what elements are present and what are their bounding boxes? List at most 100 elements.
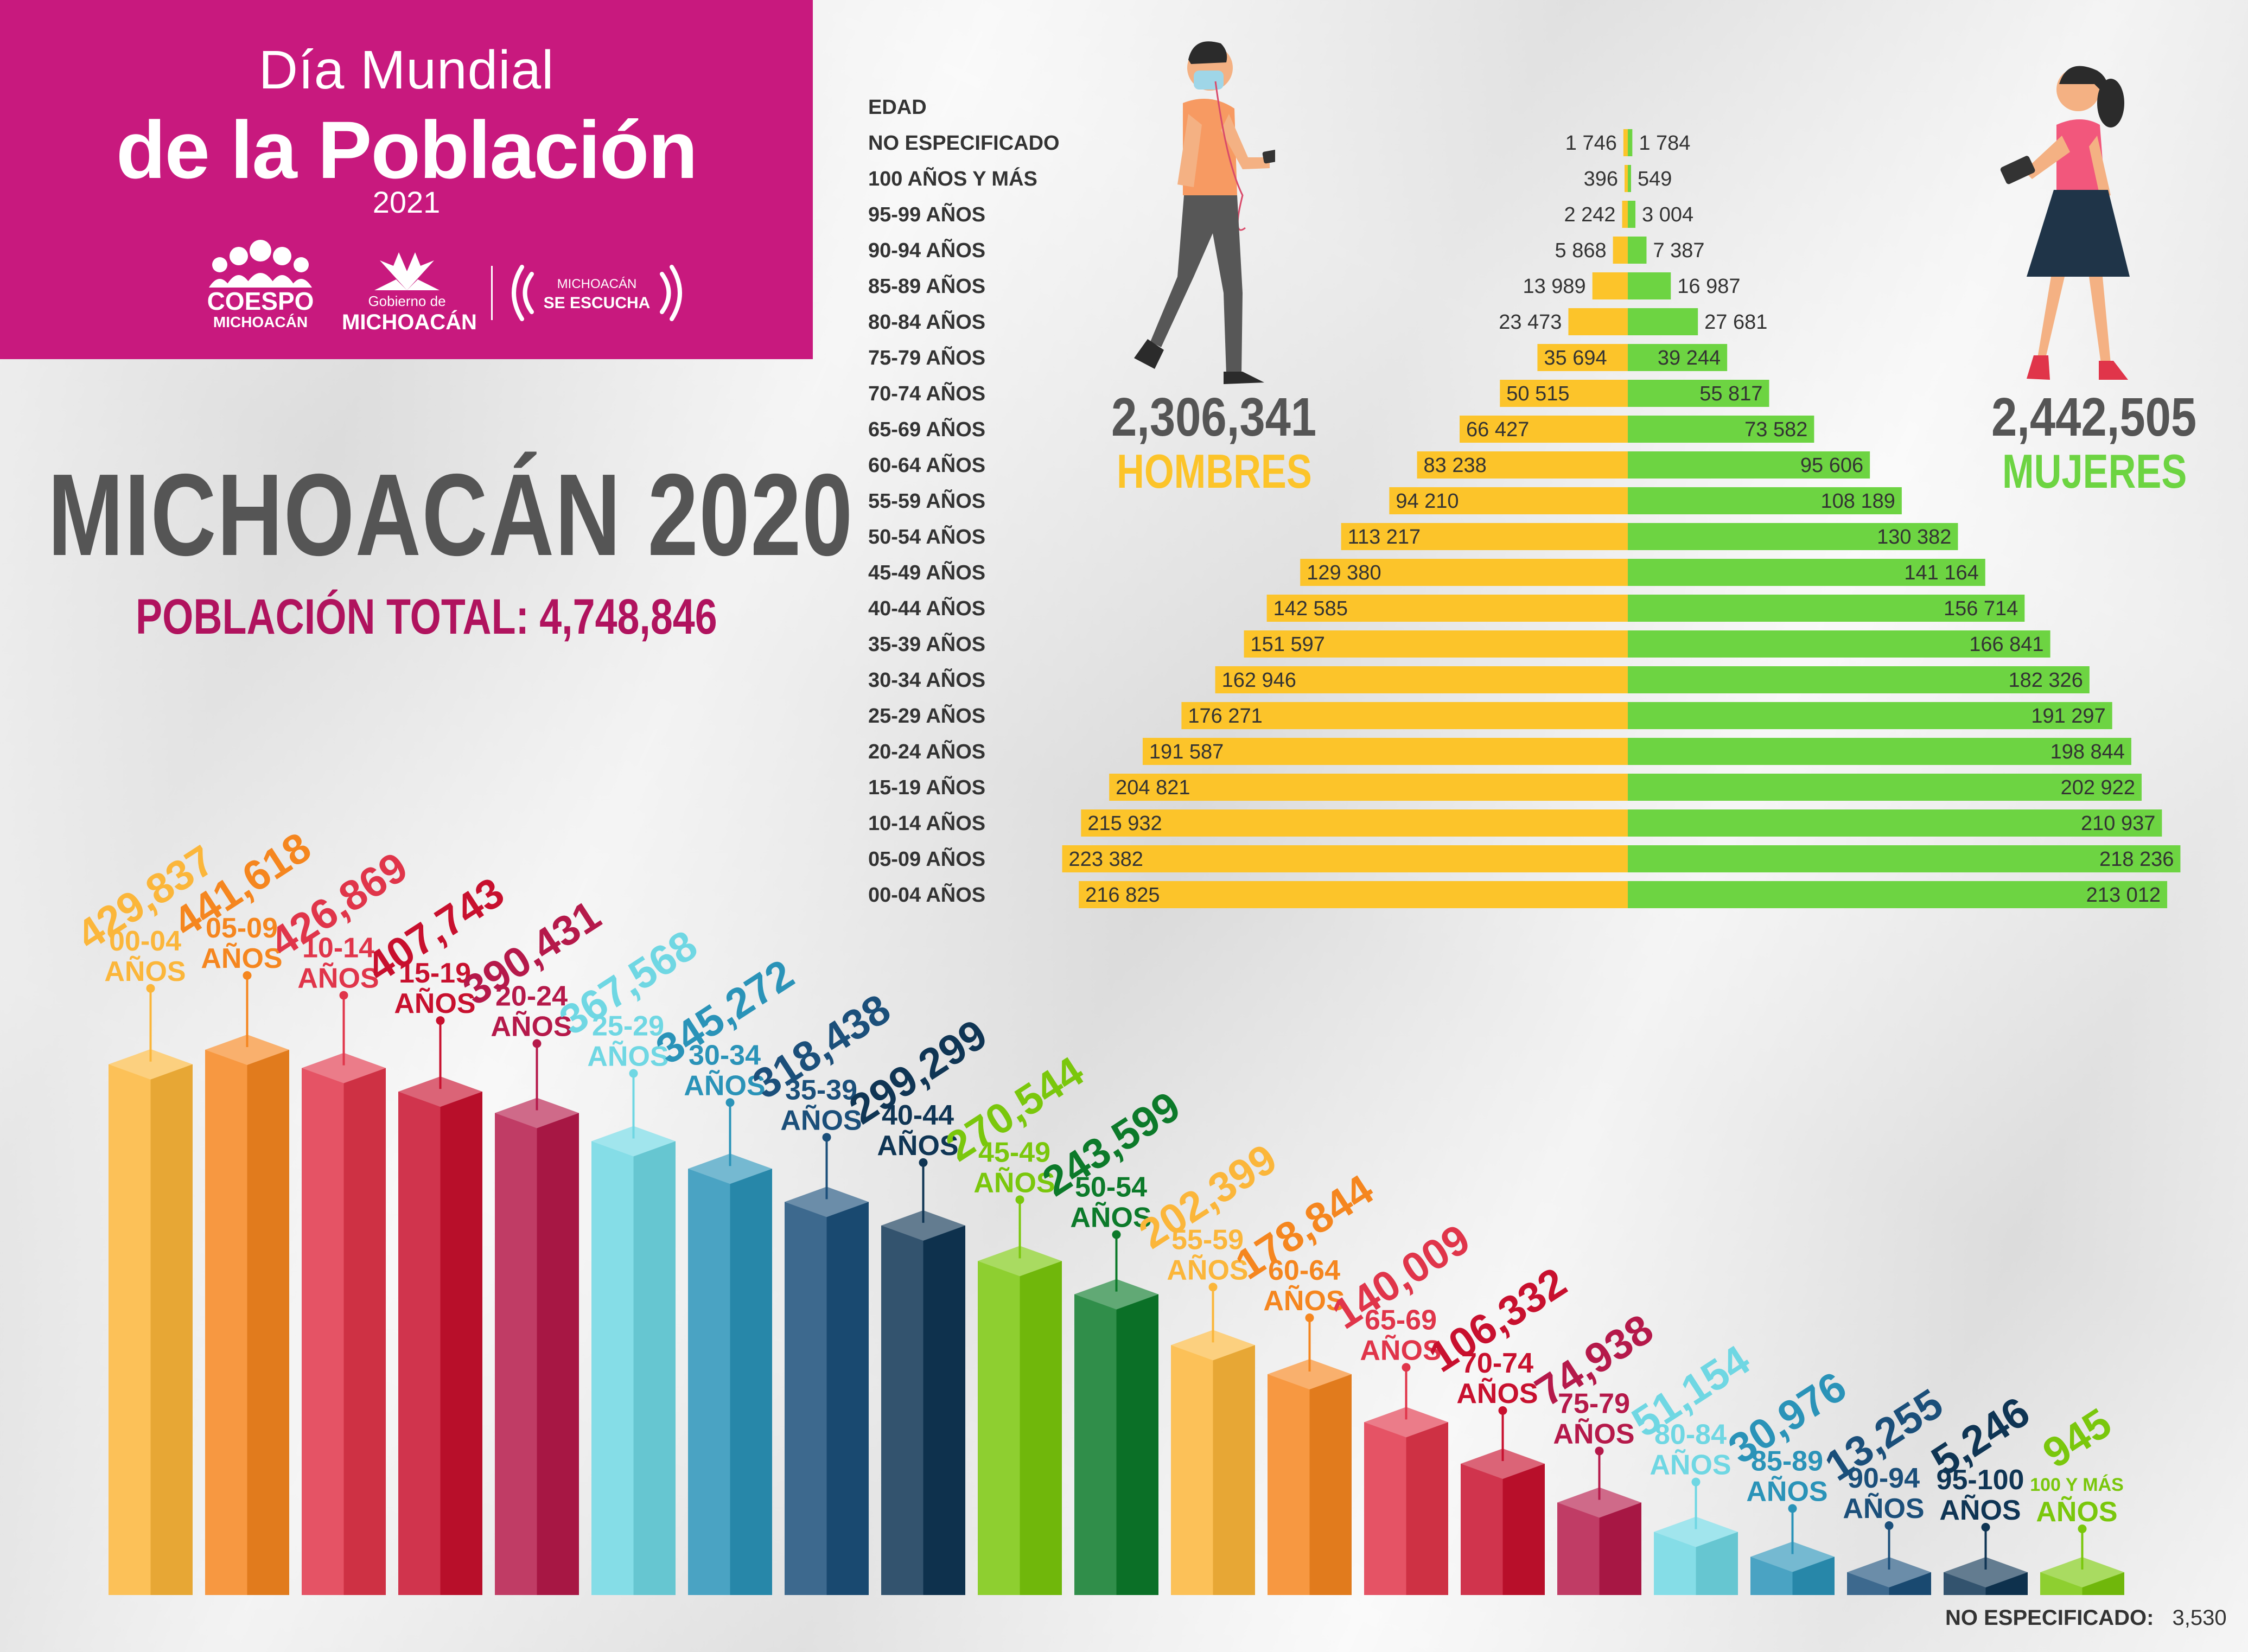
pyramid-age-label: NO ESPECIFICADO bbox=[868, 132, 1060, 155]
bar-front-right bbox=[633, 1141, 676, 1595]
gobierno-butterfly-icon bbox=[374, 252, 440, 290]
pyramid-value-men: 94 210 bbox=[1396, 490, 1459, 513]
pyramid-bar-women bbox=[1628, 738, 2131, 765]
se-escucha-line2: SE ESCUCHA bbox=[543, 294, 651, 312]
pyramid-value-women: 39 244 bbox=[1658, 347, 1721, 369]
pyramid-bar-women bbox=[1628, 165, 1631, 192]
pyramid-value-women: 156 714 bbox=[1944, 597, 2018, 620]
bar-leader-dot bbox=[1305, 1313, 1314, 1323]
bar-front-left bbox=[1461, 1464, 1503, 1595]
bar-category-label-range: 65-69 bbox=[1365, 1304, 1437, 1336]
pyramid-value-men: 23 473 bbox=[1499, 311, 1562, 334]
pyramid-bar-men bbox=[1142, 738, 1628, 765]
bar-leader-dot bbox=[1595, 1446, 1604, 1456]
pyramid-age-label: 100 AÑOS Y MÁS bbox=[868, 167, 1037, 190]
pyramid-age-label: 95-99 AÑOS bbox=[868, 202, 985, 226]
pyramid-value-men: 2 242 bbox=[1564, 203, 1615, 226]
pyramid-bar-women bbox=[1628, 774, 2142, 801]
no-especificado-value: 3,530 bbox=[2172, 1606, 2227, 1630]
bar-front-right bbox=[150, 1064, 193, 1595]
pyramid-value-men: 176 271 bbox=[1188, 705, 1262, 728]
bar-top bbox=[1847, 1557, 1931, 1587]
bar-leader-dot bbox=[1498, 1406, 1507, 1415]
pyramid-age-label: 85-89 AÑOS bbox=[868, 274, 985, 298]
bar-category-label-range: 85-89 bbox=[1751, 1446, 1823, 1477]
pyramid-bar-women bbox=[1628, 809, 2162, 837]
gobierno-logo-line1: Gobierno de bbox=[368, 293, 446, 309]
bar-category-label-unit: AÑOS bbox=[491, 1010, 572, 1042]
bar-leader-dot bbox=[1208, 1283, 1218, 1292]
bar-category-label-unit: AÑOS bbox=[1456, 1377, 1538, 1409]
bar-front-left bbox=[688, 1169, 730, 1595]
bar-category-label-range: 70-74 bbox=[1461, 1348, 1533, 1379]
bar-front-left bbox=[785, 1202, 827, 1595]
bar-leader-dot bbox=[436, 1016, 445, 1025]
pyramid-bar-men bbox=[1266, 595, 1628, 622]
pyramid-value-men: 151 597 bbox=[1251, 633, 1325, 656]
bar-front-left bbox=[1557, 1502, 1600, 1595]
bar-front-right bbox=[1116, 1294, 1158, 1595]
bar-leader-dot bbox=[1884, 1521, 1894, 1530]
bar-top bbox=[1364, 1407, 1448, 1438]
bar-category-label-unit: AÑOS bbox=[1746, 1476, 1827, 1508]
coespo-logo-line2: MICHOACÁN bbox=[213, 314, 308, 330]
pyramid-age-label: 50-54 AÑOS bbox=[868, 525, 985, 548]
bar-category-label-unit: AÑOS bbox=[877, 1130, 958, 1162]
no-especificado-note: NO ESPECIFICADO: 3,530 bbox=[1945, 1606, 2227, 1630]
pyramid-value-women: 198 844 bbox=[2050, 741, 2125, 763]
bar-top bbox=[205, 1035, 289, 1065]
pyramid-header: EDAD bbox=[868, 96, 927, 119]
bar-front-right bbox=[1502, 1464, 1545, 1595]
pyramid-value-men: 113 217 bbox=[1348, 526, 1421, 548]
pyramid-value-men: 223 382 bbox=[1069, 848, 1143, 871]
bar-front-left bbox=[495, 1113, 537, 1595]
bar-category-label-unit: AÑOS bbox=[104, 955, 186, 987]
bar-category-label-unit: AÑOS bbox=[1070, 1202, 1151, 1234]
bar-category-label-unit: AÑOS bbox=[1650, 1449, 1731, 1481]
pyramid-value-men: 396 bbox=[1584, 168, 1618, 190]
bar-top bbox=[881, 1210, 965, 1241]
pyramid-value-women: 108 189 bbox=[1821, 490, 1895, 513]
total-population-value: 4,748,846 bbox=[539, 589, 717, 645]
pyramid-value-men: 13 989 bbox=[1523, 275, 1585, 298]
header-banner: Día Mundial de la Población 2021 COESPO … bbox=[0, 0, 813, 359]
pyramid-bar-women bbox=[1628, 523, 1958, 550]
pyramid-bar-men bbox=[1062, 845, 1628, 872]
bar-front-right bbox=[537, 1113, 579, 1595]
woman-walking-icon bbox=[2000, 66, 2130, 380]
pyramid-bar-men bbox=[1244, 630, 1628, 658]
pyramid-bar-women bbox=[1628, 666, 2090, 693]
se-escucha-line1: MICHOACÁN bbox=[557, 277, 637, 291]
banner-year: 2021 bbox=[372, 185, 441, 219]
pyramid-bar-women bbox=[1628, 237, 1647, 264]
pyramid-bar-women bbox=[1628, 630, 2050, 658]
pyramid-value-men: 215 932 bbox=[1087, 812, 1162, 835]
men-total: 2,306,341 bbox=[1111, 387, 1317, 448]
bar-category-label-range: 80-84 bbox=[1654, 1419, 1727, 1451]
pyramid-bar-men bbox=[1622, 201, 1628, 228]
pyramid-age-label: 65-69 AÑOS bbox=[868, 417, 985, 441]
pyramid-bar-men bbox=[1215, 666, 1628, 693]
pyramid-value-women: 95 606 bbox=[1800, 454, 1863, 477]
bar-front-left bbox=[978, 1261, 1020, 1595]
total-population-label: POBLACIÓN TOTAL: bbox=[136, 589, 530, 645]
bar-category-label-unit: AÑOS bbox=[2036, 1496, 2117, 1528]
pyramid-age-label: 00-04 AÑOS bbox=[868, 883, 985, 907]
pyramid-value-women: 1 784 bbox=[1639, 132, 1690, 155]
women-total: 2,442,505 bbox=[1991, 387, 2197, 448]
bar-category-label-range: 90-94 bbox=[1848, 1463, 1920, 1494]
bar-leader-dot bbox=[2078, 1525, 2087, 1533]
bar-category-label-unit: AÑOS bbox=[1360, 1334, 1441, 1366]
bar-top bbox=[109, 1049, 193, 1080]
bar-leader-dot bbox=[629, 1069, 638, 1078]
pyramid-bar-women bbox=[1628, 487, 1902, 514]
pyramid-bar-women bbox=[1628, 451, 1870, 479]
pyramid-bar-men bbox=[1592, 272, 1628, 299]
pyramid-bar-men bbox=[1500, 380, 1628, 407]
